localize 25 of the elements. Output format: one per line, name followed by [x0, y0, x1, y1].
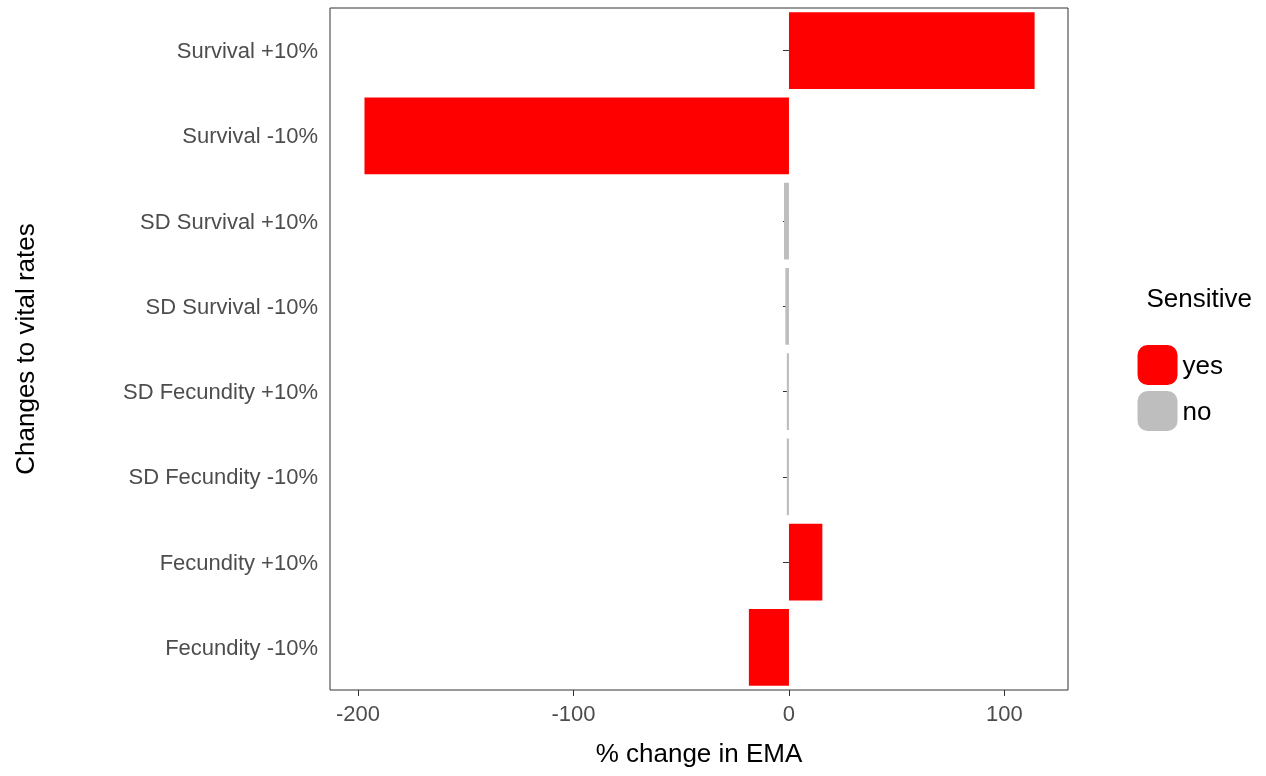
bar: [748, 609, 789, 686]
legend-label: yes: [1182, 350, 1224, 380]
y-tick-label: Fecundity -10%: [165, 634, 318, 660]
bar: [786, 438, 789, 516]
legend-label: no: [1182, 396, 1212, 426]
y-tick-label: Survival +10%: [176, 38, 318, 64]
legend-title: Sensitive: [1146, 283, 1252, 313]
bar: [788, 12, 1035, 89]
x-tick-label: 100: [986, 700, 1023, 726]
bar: [784, 182, 789, 260]
y-tick-label: SD Survival +10%: [140, 208, 318, 234]
y-tick-label: Fecundity +10%: [159, 549, 318, 575]
x-axis-title: % change in EMA: [595, 738, 803, 768]
y-tick-label: SD Fecundity +10%: [122, 379, 318, 405]
y-axis-title: Changes to vital rates: [10, 223, 40, 475]
bar: [786, 353, 789, 430]
bar: [788, 523, 823, 601]
x-tick-label: -100: [551, 700, 596, 726]
x-tick-label: -200: [335, 700, 381, 726]
x-tick-label: 0: [782, 700, 796, 726]
y-tick-label: SD Survival -10%: [145, 293, 318, 319]
y-tick-label: Survival -10%: [182, 123, 318, 149]
bar: [364, 97, 789, 175]
bar: [785, 268, 789, 345]
y-tick-label: SD Fecundity -10%: [128, 464, 318, 490]
